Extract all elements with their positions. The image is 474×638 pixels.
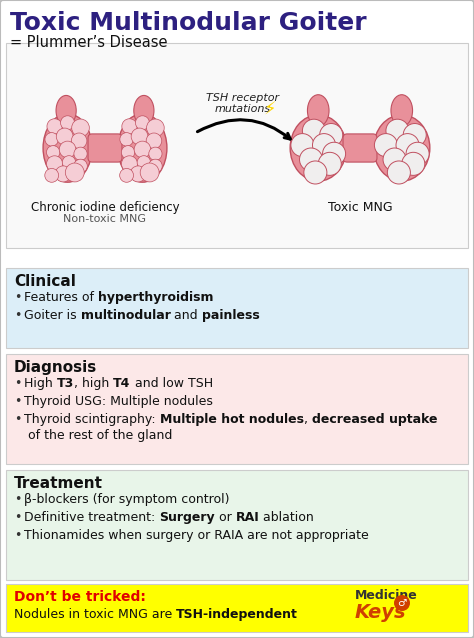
Ellipse shape <box>406 142 429 165</box>
Text: Diagnosis: Diagnosis <box>14 360 97 375</box>
Ellipse shape <box>45 133 58 146</box>
Text: Non-toxic MNG: Non-toxic MNG <box>64 214 146 224</box>
Text: ⚡: ⚡ <box>264 101 276 119</box>
Text: ablation: ablation <box>259 511 314 524</box>
Ellipse shape <box>59 141 76 158</box>
Ellipse shape <box>118 114 167 182</box>
Ellipse shape <box>121 156 137 172</box>
Text: and low TSH: and low TSH <box>131 377 213 390</box>
Text: or: or <box>215 511 236 524</box>
FancyBboxPatch shape <box>88 134 122 162</box>
Ellipse shape <box>46 156 63 172</box>
Ellipse shape <box>319 124 343 147</box>
Text: , high: , high <box>74 377 113 390</box>
Text: Toxic MNG: Toxic MNG <box>328 201 392 214</box>
Text: Goiter is: Goiter is <box>24 309 81 322</box>
Ellipse shape <box>71 133 87 149</box>
Ellipse shape <box>140 163 159 182</box>
Text: Keys: Keys <box>355 603 407 622</box>
Text: = Plummer’s Disease: = Plummer’s Disease <box>10 35 167 50</box>
Ellipse shape <box>312 133 336 157</box>
Circle shape <box>394 595 410 611</box>
Ellipse shape <box>323 142 346 165</box>
FancyBboxPatch shape <box>6 354 468 464</box>
Text: Treatment: Treatment <box>14 476 103 491</box>
Ellipse shape <box>304 161 327 184</box>
Ellipse shape <box>146 119 164 137</box>
FancyBboxPatch shape <box>6 470 468 580</box>
Text: Thionamides when surgery or RAIA are not appropriate: Thionamides when surgery or RAIA are not… <box>24 529 369 542</box>
Ellipse shape <box>61 115 74 130</box>
Text: •: • <box>14 309 21 322</box>
Ellipse shape <box>134 96 154 126</box>
Ellipse shape <box>134 141 151 158</box>
Ellipse shape <box>148 160 162 173</box>
FancyBboxPatch shape <box>6 268 468 348</box>
Ellipse shape <box>65 163 84 182</box>
Text: •: • <box>14 511 21 524</box>
Text: Don’t be tricked:: Don’t be tricked: <box>14 590 146 604</box>
Text: Toxic Multinodular Goiter: Toxic Multinodular Goiter <box>10 11 366 35</box>
Text: •: • <box>14 377 21 390</box>
Text: hyperthyroidism: hyperthyroidism <box>98 291 213 304</box>
Ellipse shape <box>72 119 89 137</box>
Text: Definitive treatment:: Definitive treatment: <box>24 511 159 524</box>
FancyBboxPatch shape <box>6 584 468 632</box>
Ellipse shape <box>43 114 92 182</box>
Text: Chronic iodine deficiency: Chronic iodine deficiency <box>31 201 179 214</box>
Text: RAI: RAI <box>236 511 259 524</box>
Text: multinodular: multinodular <box>81 309 171 322</box>
Ellipse shape <box>374 115 430 181</box>
Ellipse shape <box>122 119 137 134</box>
Ellipse shape <box>290 115 346 181</box>
Text: decreased uptake: decreased uptake <box>311 413 437 426</box>
Text: •: • <box>14 413 21 426</box>
Ellipse shape <box>291 133 314 157</box>
Ellipse shape <box>386 119 409 142</box>
Ellipse shape <box>391 94 412 126</box>
Text: Multiple hot nodules: Multiple hot nodules <box>160 413 304 426</box>
Text: Surgery: Surgery <box>159 511 215 524</box>
Text: •: • <box>14 529 21 542</box>
Ellipse shape <box>74 160 87 173</box>
Ellipse shape <box>403 124 426 147</box>
Ellipse shape <box>396 133 419 157</box>
Ellipse shape <box>318 152 341 175</box>
Text: TSH receptor: TSH receptor <box>207 93 280 103</box>
Ellipse shape <box>74 147 87 160</box>
FancyBboxPatch shape <box>343 134 377 162</box>
Text: T4: T4 <box>113 377 131 390</box>
Ellipse shape <box>119 168 134 182</box>
Ellipse shape <box>149 147 162 160</box>
Ellipse shape <box>131 128 148 145</box>
Ellipse shape <box>46 145 60 159</box>
Text: of the rest of the gland: of the rest of the gland <box>28 429 173 442</box>
FancyBboxPatch shape <box>6 43 468 248</box>
Ellipse shape <box>387 161 410 184</box>
Text: mutations: mutations <box>215 104 271 114</box>
Ellipse shape <box>62 156 76 169</box>
Ellipse shape <box>300 148 323 171</box>
Text: Nodules in toxic MNG are: Nodules in toxic MNG are <box>14 608 176 621</box>
Ellipse shape <box>146 133 162 149</box>
Ellipse shape <box>136 115 149 130</box>
Text: ,: , <box>304 413 311 426</box>
Text: High: High <box>24 377 57 390</box>
Ellipse shape <box>56 128 73 145</box>
Ellipse shape <box>55 166 71 182</box>
Ellipse shape <box>56 96 76 126</box>
Ellipse shape <box>121 145 135 159</box>
Text: •: • <box>14 291 21 304</box>
Text: T3: T3 <box>57 377 74 390</box>
Text: β-blockers (for symptom control): β-blockers (for symptom control) <box>24 493 229 506</box>
Ellipse shape <box>302 119 326 142</box>
Text: Features of: Features of <box>24 291 98 304</box>
Ellipse shape <box>383 148 406 171</box>
Text: painless: painless <box>202 309 260 322</box>
Ellipse shape <box>47 119 62 134</box>
Ellipse shape <box>120 133 133 146</box>
Text: TSH-independent: TSH-independent <box>176 608 298 621</box>
Text: Clinical: Clinical <box>14 274 76 289</box>
Text: •: • <box>14 493 21 506</box>
